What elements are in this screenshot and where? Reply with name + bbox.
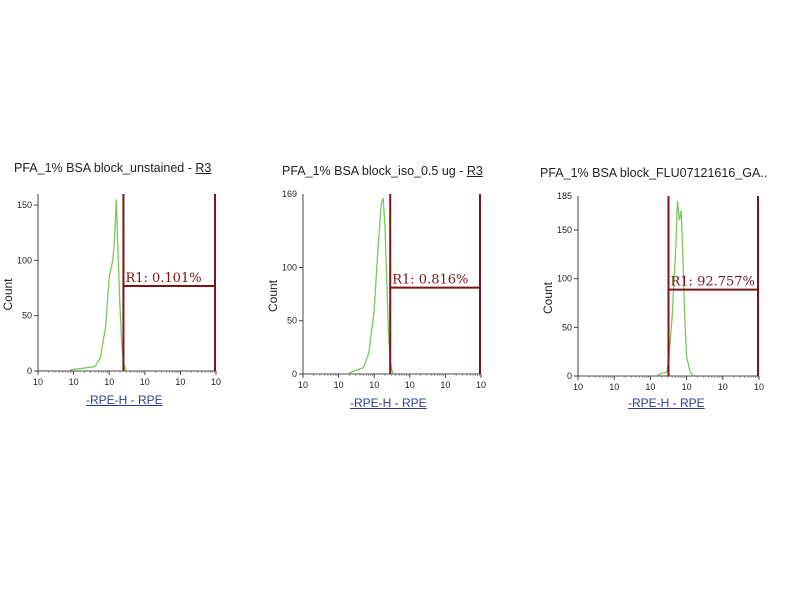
y-tick-label: 0 xyxy=(292,369,297,379)
panel-title-separator: - xyxy=(455,164,467,178)
y-tick-label: 150 xyxy=(17,200,32,210)
gate-link[interactable]: R3 xyxy=(195,161,212,175)
y-tick-label: 150 xyxy=(557,225,572,235)
x-tick-label: 10 xyxy=(334,380,344,390)
y-tick-label: 50 xyxy=(562,322,572,332)
x-axis-label[interactable]: -RPE-H - RPE xyxy=(628,396,705,410)
x-tick-label: 10 xyxy=(369,380,379,390)
x-tick-label: 10 xyxy=(140,377,150,387)
x-tick-label: 10 xyxy=(573,382,583,392)
y-axis-label: Count xyxy=(541,281,555,314)
x-tick-label: 10 xyxy=(609,382,619,392)
gate-link[interactable]: R3 xyxy=(466,164,483,178)
panel-title-text: PFA_1% BSA block_iso_0.5 ug xyxy=(282,164,456,178)
y-tick-label: 100 xyxy=(17,255,32,265)
y-axis-label: Count xyxy=(266,279,280,312)
panel-title: PFA_1% BSA block_FLU07121616_GA.. xyxy=(540,166,767,180)
x-axis-label[interactable]: -RPE-H - RPE xyxy=(350,396,427,410)
y-tick-label: 0 xyxy=(27,366,32,376)
x-tick-label: 10 xyxy=(33,377,43,387)
x-tick-label: 10 xyxy=(476,380,486,390)
x-tick-label: 10 xyxy=(211,377,221,387)
region-label: R1: 0.816% xyxy=(392,273,468,288)
x-tick-label: 10 xyxy=(440,380,450,390)
x-tick-label: 10 xyxy=(754,382,764,392)
panel-title-separator: - xyxy=(184,161,196,175)
x-tick-label: 10 xyxy=(298,380,308,390)
y-tick-label: 0 xyxy=(567,371,572,381)
region-label: R1: 92.757% xyxy=(671,275,755,290)
x-tick-label: 10 xyxy=(175,377,185,387)
region-label: R1: 0.101% xyxy=(125,271,201,286)
x-tick-label: 10 xyxy=(405,380,415,390)
x-tick-label: 10 xyxy=(682,382,692,392)
x-tick-label: 10 xyxy=(69,377,79,387)
x-tick-label: 10 xyxy=(104,377,114,387)
panel-title-text: PFA_1% BSA block_FLU07121616_GA.. xyxy=(540,166,768,180)
y-max-label: 169 xyxy=(282,189,297,199)
x-axis-label[interactable]: -RPE-H - RPE xyxy=(86,393,163,407)
y-tick-label: 50 xyxy=(22,311,32,321)
y-tick-label: 50 xyxy=(287,316,297,326)
y-max-label: 185 xyxy=(557,191,572,201)
y-tick-label: 100 xyxy=(282,262,297,272)
x-tick-label: 10 xyxy=(645,382,655,392)
panel-title: PFA_1% BSA block_unstained - R3 xyxy=(14,161,211,175)
y-tick-label: 100 xyxy=(557,274,572,284)
panel-title-text: PFA_1% BSA block_unstained xyxy=(14,161,185,175)
panel-title: PFA_1% BSA block_iso_0.5 ug - R3 xyxy=(282,164,483,178)
x-tick-label: 10 xyxy=(718,382,728,392)
y-axis-label: Count xyxy=(1,278,15,311)
